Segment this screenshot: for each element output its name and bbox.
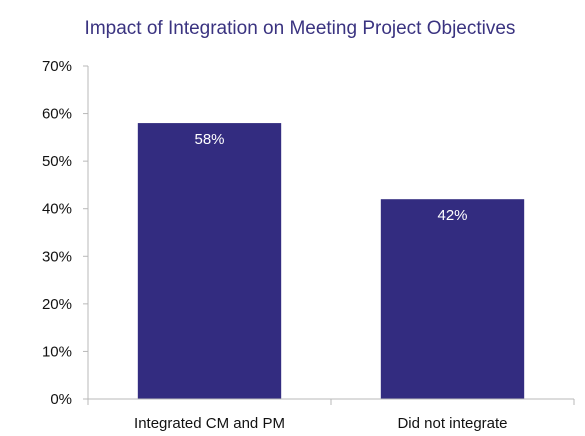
data-labels: 58% 42% [194, 131, 467, 224]
bar-value-label: 58% [194, 131, 224, 148]
bar [380, 199, 525, 399]
y-tick-label: 40% [42, 201, 72, 218]
y-tick-label: 10% [42, 343, 72, 360]
y-tick-label: 60% [42, 106, 72, 123]
x-axis-ticks [87, 399, 575, 405]
x-category-label: Did not integrate [397, 415, 507, 432]
bar [137, 123, 282, 399]
x-category-label: Integrated CM and PM [134, 415, 285, 432]
bar-value-label: 42% [437, 207, 467, 224]
y-axis-ticks: 0% 10% 20% 30% 40% 50% 60% 70% [42, 58, 88, 408]
y-tick-label: 50% [42, 153, 72, 170]
chart-title: Impact of Integration on Meeting Project… [85, 18, 516, 39]
y-tick-label: 70% [42, 58, 72, 75]
y-tick-label: 30% [42, 248, 72, 265]
y-tick-label: 0% [50, 391, 72, 408]
bars [137, 123, 525, 399]
y-tick-label: 20% [42, 296, 72, 313]
x-axis-category-labels: Integrated CM and PM Did not integrate [134, 415, 508, 432]
